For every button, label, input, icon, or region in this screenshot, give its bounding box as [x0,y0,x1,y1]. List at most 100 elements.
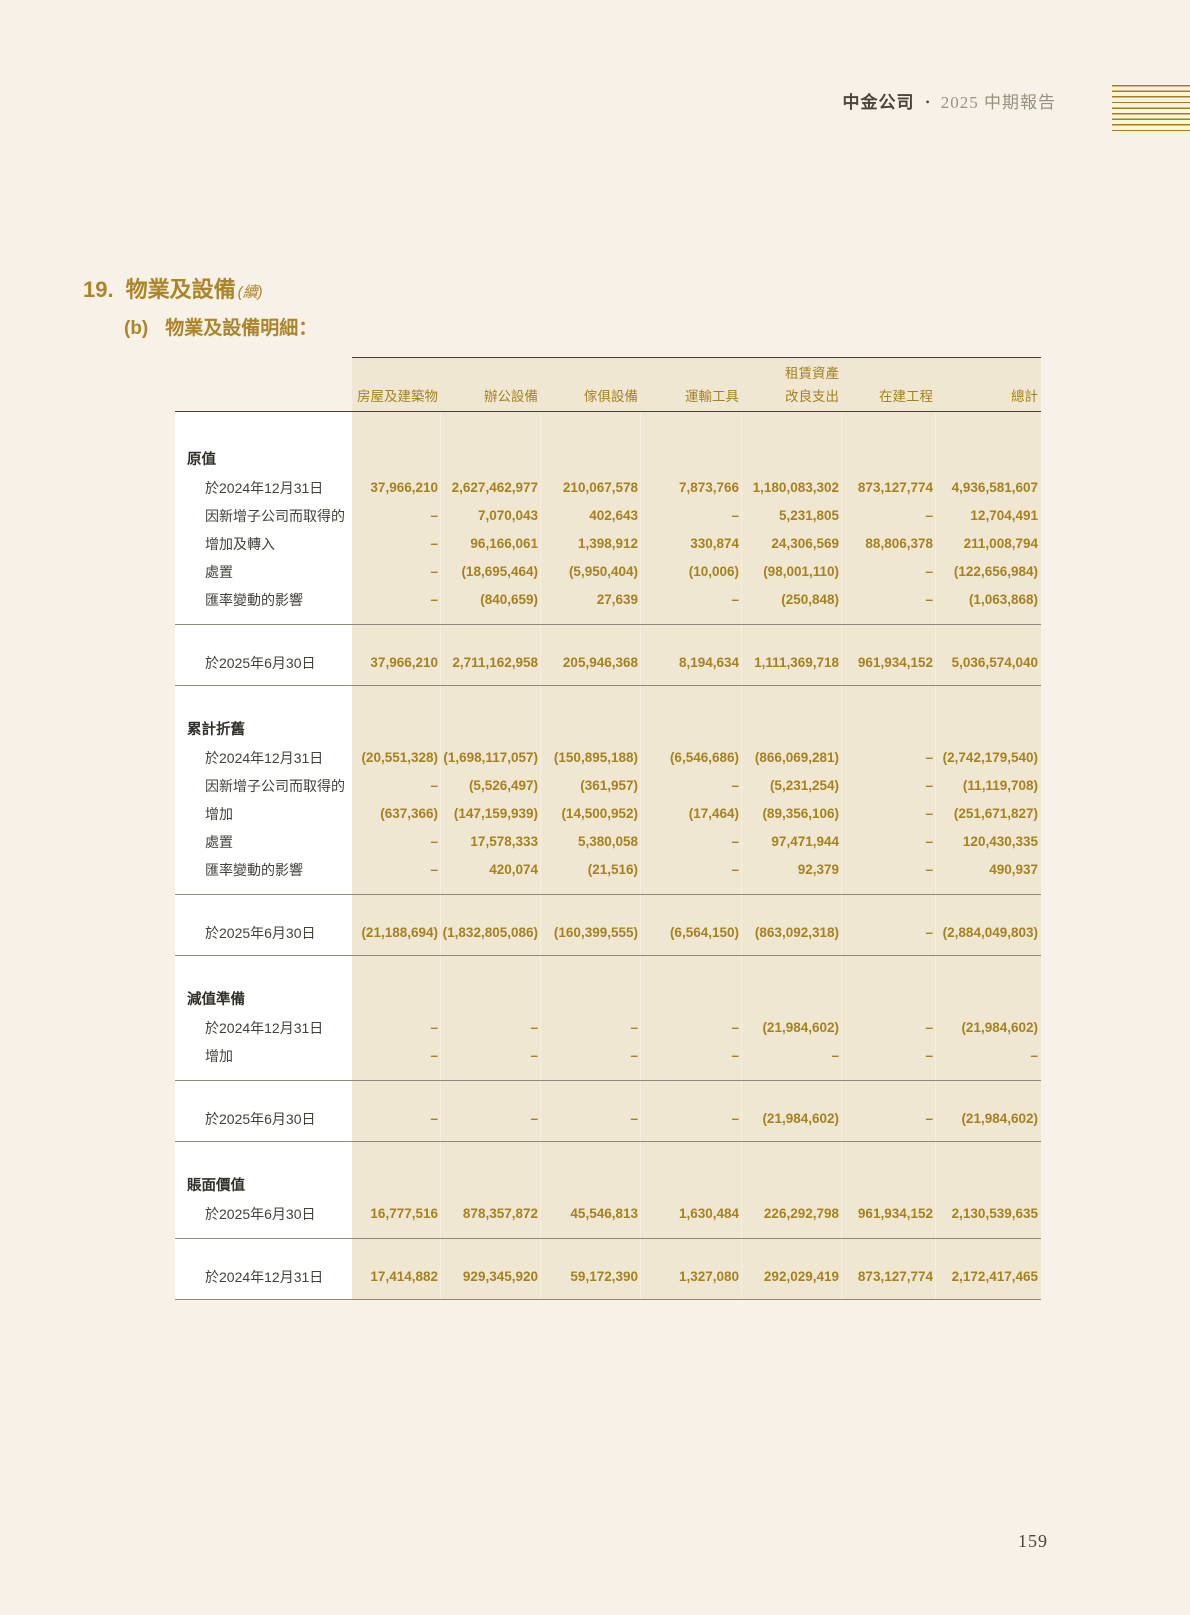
report-title: 2025 中期報告 [940,93,1056,112]
cell-value [936,986,1041,1014]
cell-value: – [925,564,933,579]
cell-value [352,1172,441,1200]
cell-value: 205,946,368 [562,655,638,670]
cell-value: – [630,1020,638,1035]
cell-value: – [925,592,933,607]
cell-value: – [731,1111,739,1126]
section-number: 19. [83,277,114,302]
cell-value: – [925,750,933,765]
cell-value: (150,895,188) [553,750,638,765]
cell-value: (21,984,602) [961,1020,1038,1035]
section-gap [175,956,1041,986]
cell-value [742,986,842,1014]
cell-value: 402,643 [589,508,638,523]
header-spacer [175,384,352,411]
row-label: 因新增子公司而取得的 [205,508,345,524]
cell-value: (6,546,686) [669,750,739,765]
cell-value: – [430,862,438,877]
cell-value: 45,546,813 [570,1206,638,1221]
rule-line [175,955,1041,956]
cell-value: (14,500,952) [561,806,638,821]
cell-value [541,986,641,1014]
table-row: 增加 (637,366) (147,159,939) (14,500,952) (17,… [175,800,1041,828]
cell-value: – [731,834,739,849]
cell-value: – [925,1020,933,1035]
row-label: 於2025年6月30日 [205,655,316,671]
cell-value: – [731,508,739,523]
cell-value: (5,950,404) [568,564,638,579]
cell-value: 7,070,043 [477,508,538,523]
cell-value: (20,551,328) [361,750,438,765]
rule-line [175,1238,1041,1239]
cell-value: – [925,1111,933,1126]
cell-value [641,446,742,474]
cell-value: 88,806,378 [865,536,933,551]
cell-value: – [925,508,933,523]
cell-value: – [430,1111,438,1126]
cell-value: (98,001,110) [763,564,839,579]
cell-value: – [630,1111,638,1126]
row-label: 於2024年12月31日 [205,1269,324,1285]
cell-value: 16,777,516 [370,1206,438,1221]
cell-value: – [630,1048,638,1063]
company-name: 中金公司 [842,93,915,112]
rule-line [175,1141,1041,1142]
cell-value: 12,704,491 [970,508,1038,523]
cell-value: 92,379 [797,862,839,877]
cell-value: 1,327,080 [678,1269,739,1284]
row-label: 增加 [205,806,233,822]
cell-value: 2,130,539,635 [951,1206,1038,1221]
cell-value: (17,464) [688,806,739,821]
cell-value: 17,578,333 [470,834,538,849]
cell-value [742,446,842,474]
rule-line [175,894,1041,895]
rule-line [175,685,1041,686]
row-label: 減值準備 [187,992,245,1008]
cell-value: – [731,862,739,877]
cell-value: (250,848) [781,592,839,607]
cell-value [352,716,441,744]
section-title-suffix: (續) [237,284,263,301]
row-label: 因新增子公司而取得的 [205,778,345,794]
header-spacer [175,363,352,384]
cell-value: 2,172,417,465 [951,1269,1038,1284]
cell-value: 37,966,210 [370,480,438,495]
table-row: 於2025年6月30日 16,777,516 878,357,872 45,546,8… [175,1200,1041,1228]
cell-value: (5,231,254) [769,778,839,793]
cell-value: (18,695,464) [461,564,538,579]
cell-value: 27,639 [596,592,638,607]
row-label: 原值 [187,452,216,468]
cell-value [352,446,441,474]
column-group-cell [842,363,936,384]
cell-value: (5,526,497) [468,778,538,793]
total-row: 於2025年6月30日 (21,188,694) (1,832,805,086) (1… [175,895,1041,955]
table-body: 原值 於2024年12月31日 37,966,210 2,627,462,977 210… [175,412,1041,1300]
subsection-title: 物業及設備明細： [165,318,318,339]
cell-value: (21,984,602) [961,1111,1038,1126]
cell-value: (21,516) [587,862,638,877]
row-label: 處置 [205,834,233,850]
rule-line [175,1299,1041,1300]
cell-value: 292,029,419 [763,1269,839,1284]
table-row: 於2024年12月31日 – – – – (21,984,602) – (21,984,602… [175,1014,1041,1042]
cell-value: 24,306,569 [771,536,839,551]
cell-value: – [430,1048,438,1063]
cell-value: 96,166,061 [470,536,538,551]
row-label: 賬面價值 [187,1178,245,1194]
cell-value: (6,564,150) [669,925,739,940]
cell-value: 97,471,944 [771,834,839,849]
row-label: 於2025年6月30日 [205,925,316,941]
cell-value [742,716,842,744]
report-brandline: 中金公司 • 2025 中期報告 [843,88,1056,113]
table-row: 匯率變動的影響 – (840,659) 27,639 – (250,848) – (1,063… [175,586,1041,614]
column-group-cell [352,363,441,384]
cell-value: (863,092,318) [754,925,839,940]
cell-value: 4,936,581,607 [951,480,1038,495]
cell-value: (122,656,984) [953,564,1038,579]
table-row: 於2024年12月31日 (20,551,328) (1,698,117,057) (… [175,744,1041,772]
cell-value: – [430,834,438,849]
stripe-logo-icon [1112,85,1190,134]
cell-value [441,1172,541,1200]
cell-value [641,986,742,1014]
cell-value: – [430,564,438,579]
